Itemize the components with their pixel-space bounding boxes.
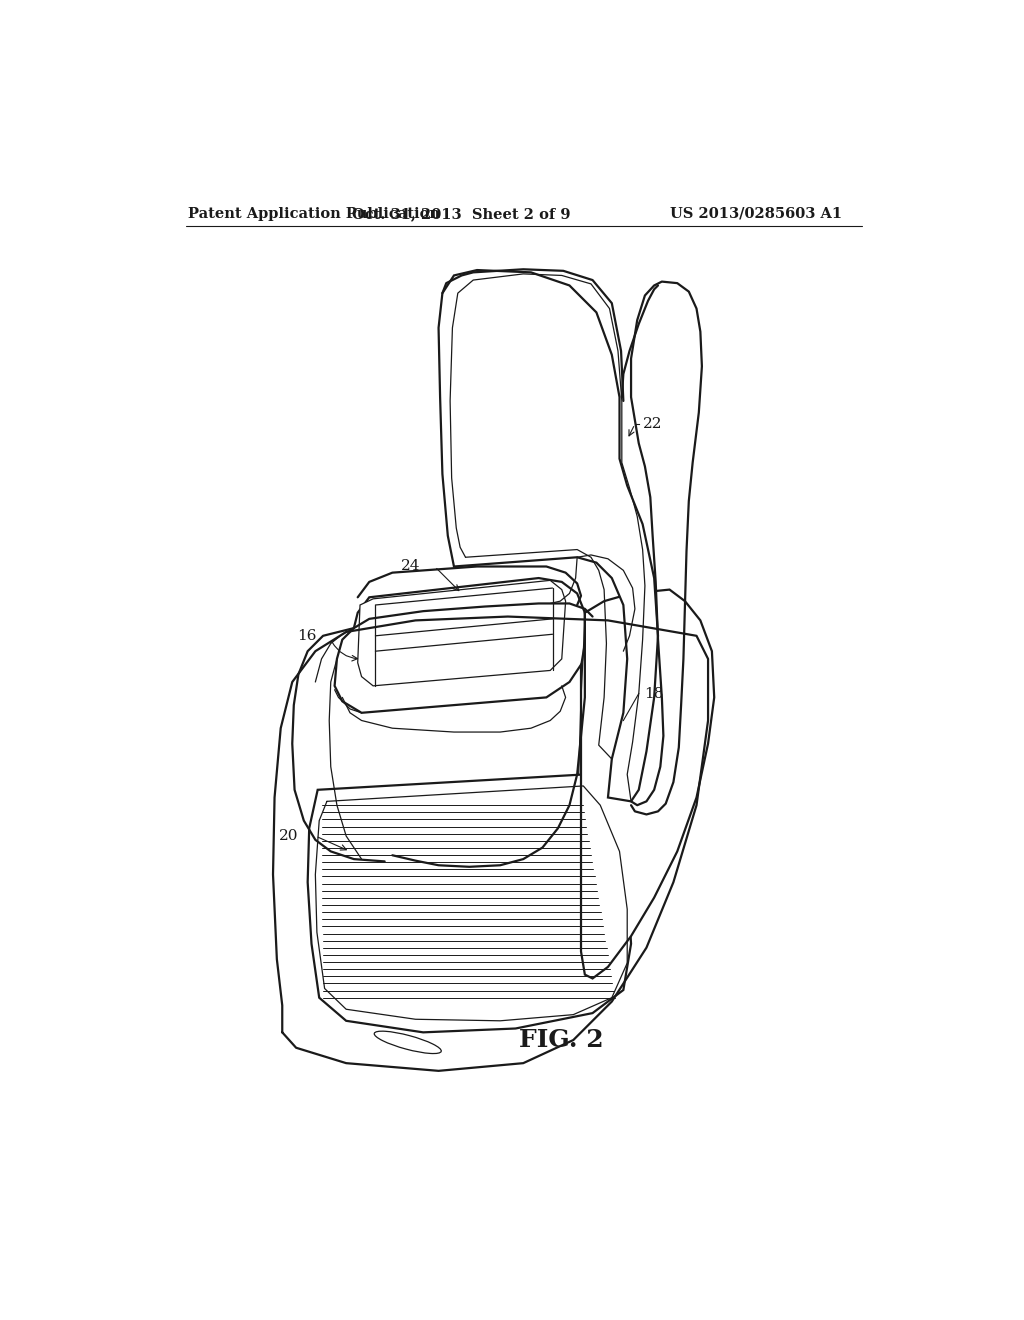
Text: Oct. 31, 2013  Sheet 2 of 9: Oct. 31, 2013 Sheet 2 of 9	[352, 207, 571, 220]
Text: FIG. 2: FIG. 2	[519, 1028, 604, 1052]
Polygon shape	[269, 271, 720, 1052]
Text: 20: 20	[279, 829, 298, 843]
Polygon shape	[273, 616, 708, 1071]
Text: 18: 18	[644, 686, 664, 701]
Text: 16: 16	[297, 628, 316, 643]
Text: 22: 22	[643, 417, 663, 432]
Text: 24: 24	[401, 560, 421, 573]
Polygon shape	[438, 271, 658, 801]
Text: Patent Application Publication: Patent Application Publication	[188, 207, 440, 220]
Polygon shape	[307, 775, 631, 1032]
Polygon shape	[335, 578, 589, 713]
Text: US 2013/0285603 A1: US 2013/0285603 A1	[670, 207, 842, 220]
Polygon shape	[581, 590, 714, 978]
Polygon shape	[357, 581, 565, 686]
Ellipse shape	[374, 1031, 441, 1053]
